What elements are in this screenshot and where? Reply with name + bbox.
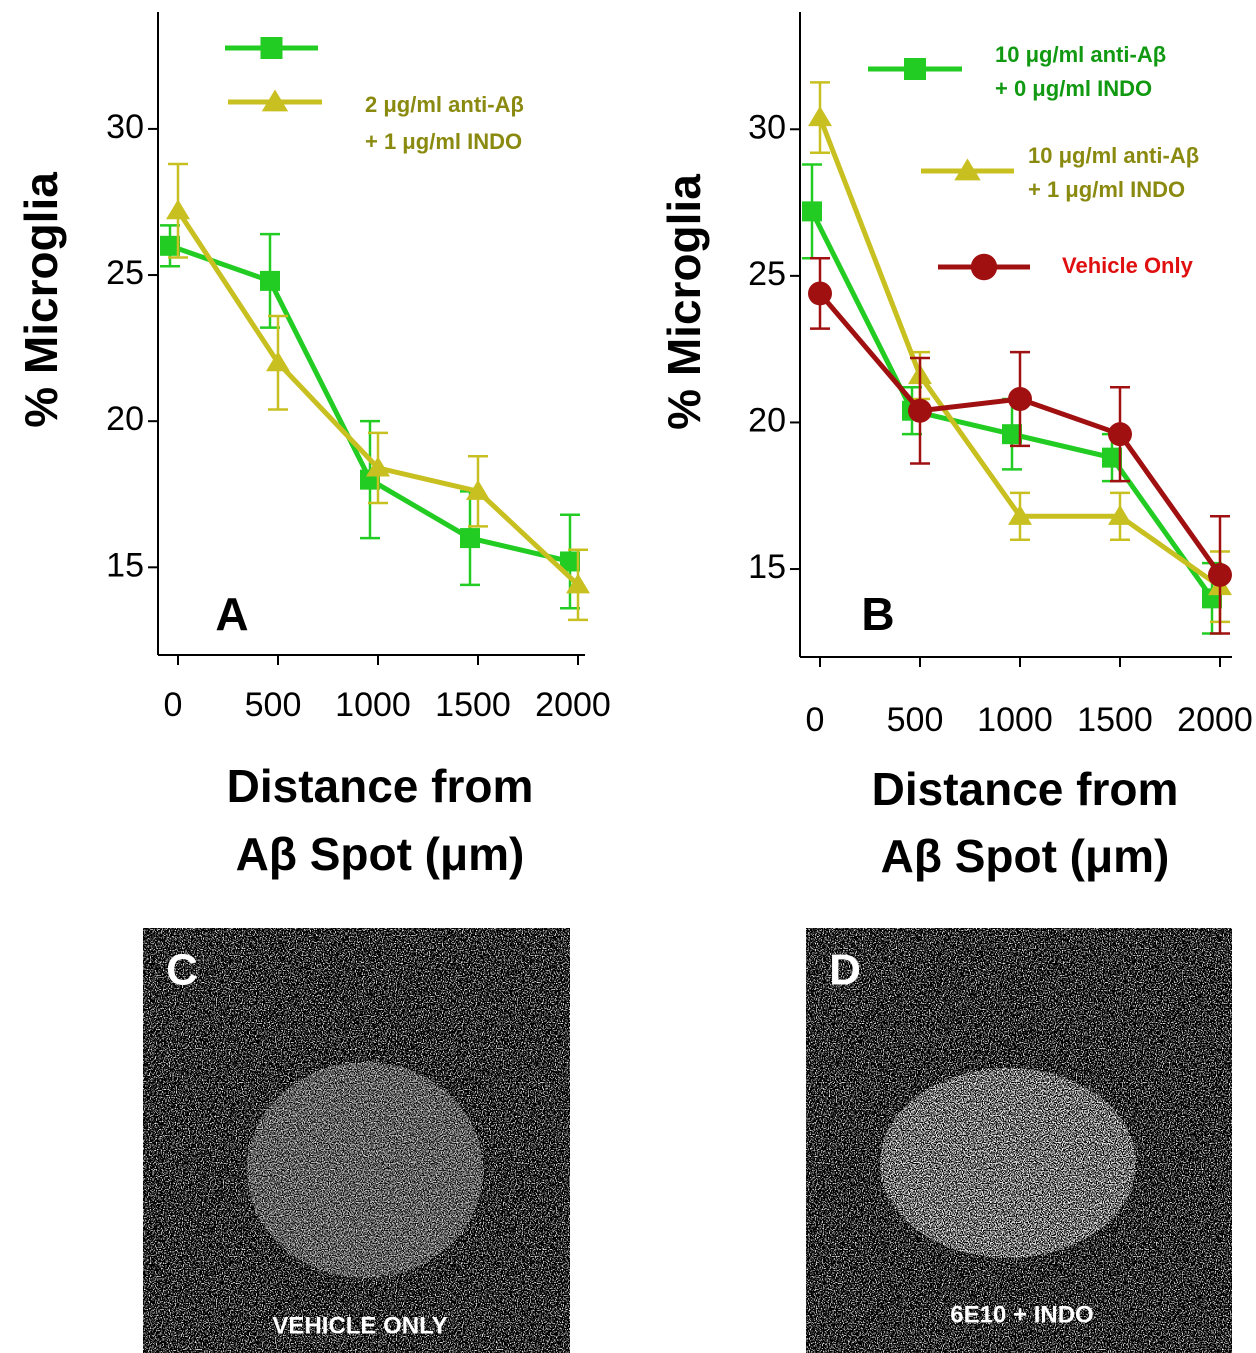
y-tick-label: 15 [106,546,144,584]
marker [808,281,832,306]
marker [1208,562,1232,587]
marker [1108,422,1132,447]
caption: VEHICLE ONLY [272,1312,447,1339]
y-tick-label: 30 [106,108,144,146]
x-axis-label: Aβ Spot (μm) [881,830,1170,882]
legend-marker [260,37,283,59]
x-tick-label: 500 [887,701,944,739]
x-tick-label: 1500 [435,686,511,724]
caption: 6E10 + INDO [950,1301,1093,1328]
marker [802,201,822,222]
x-axis-label: Aβ Spot (μm) [236,828,525,880]
panel-label: D [829,946,861,995]
legend-label: Vehicle Only [1062,253,1194,278]
y-tick-label: 25 [106,254,144,292]
y-axis-label: % Microglia [15,172,67,428]
marker [460,528,480,549]
marker [160,235,180,256]
panel-label: B [861,588,894,640]
legend-marker [261,89,289,112]
marker [466,479,490,500]
x-tick-label: 0 [806,701,825,739]
legend-label: + 1 μg/ml INDO [365,129,522,154]
marker [560,551,580,572]
marker [1008,504,1032,525]
marker [1008,387,1032,411]
marker [808,106,832,127]
y-tick-label: 20 [748,401,786,439]
marker [366,456,390,477]
x-tick-label: 0 [164,686,183,724]
y-tick-label: 30 [748,108,786,146]
marker [1108,504,1132,525]
marker [260,270,280,291]
legend-marker [970,253,998,281]
marker [908,398,932,423]
y-tick-label: 20 [106,400,144,438]
marker [566,573,590,594]
x-tick-label: 2000 [535,686,611,724]
x-tick-label: 500 [245,686,302,724]
series-line [175,209,580,587]
x-tick-label: 1000 [335,686,411,724]
legend-label: + 0 μg/ml INDO [995,76,1152,101]
marker [166,199,190,220]
panel-label: C [166,946,198,995]
legend-label: 10 μg/ml anti-Aβ [1028,143,1199,168]
y-axis-label: % Microglia [658,174,710,430]
x-tick-label: 1500 [1077,701,1153,739]
micrograph-c: C VEHICLE ONLY [143,928,570,1353]
y-tick-label: 25 [748,255,786,293]
x-axis-label: Distance from [872,763,1179,815]
spot-region [247,1062,483,1278]
x-axis-label: Distance from [227,760,534,812]
legend-label: 10 μg/ml anti-Aβ [995,42,1166,67]
marker [266,351,290,372]
legend-label: + 1 μg/ml INDO [1028,177,1185,202]
x-tick-label: 1000 [977,701,1053,739]
micrograph-d: D 6E10 + INDO [806,928,1232,1353]
legend-marker [904,58,926,80]
marker [1002,424,1022,445]
panel-label: A [215,588,248,640]
legend-marker [954,158,981,181]
legend-label: 2 μg/ml anti-Aβ [365,92,524,117]
marker [1102,447,1122,468]
x-tick-label: 2000 [1177,701,1253,739]
spot-region [880,1068,1136,1258]
y-tick-label: 15 [748,548,786,586]
